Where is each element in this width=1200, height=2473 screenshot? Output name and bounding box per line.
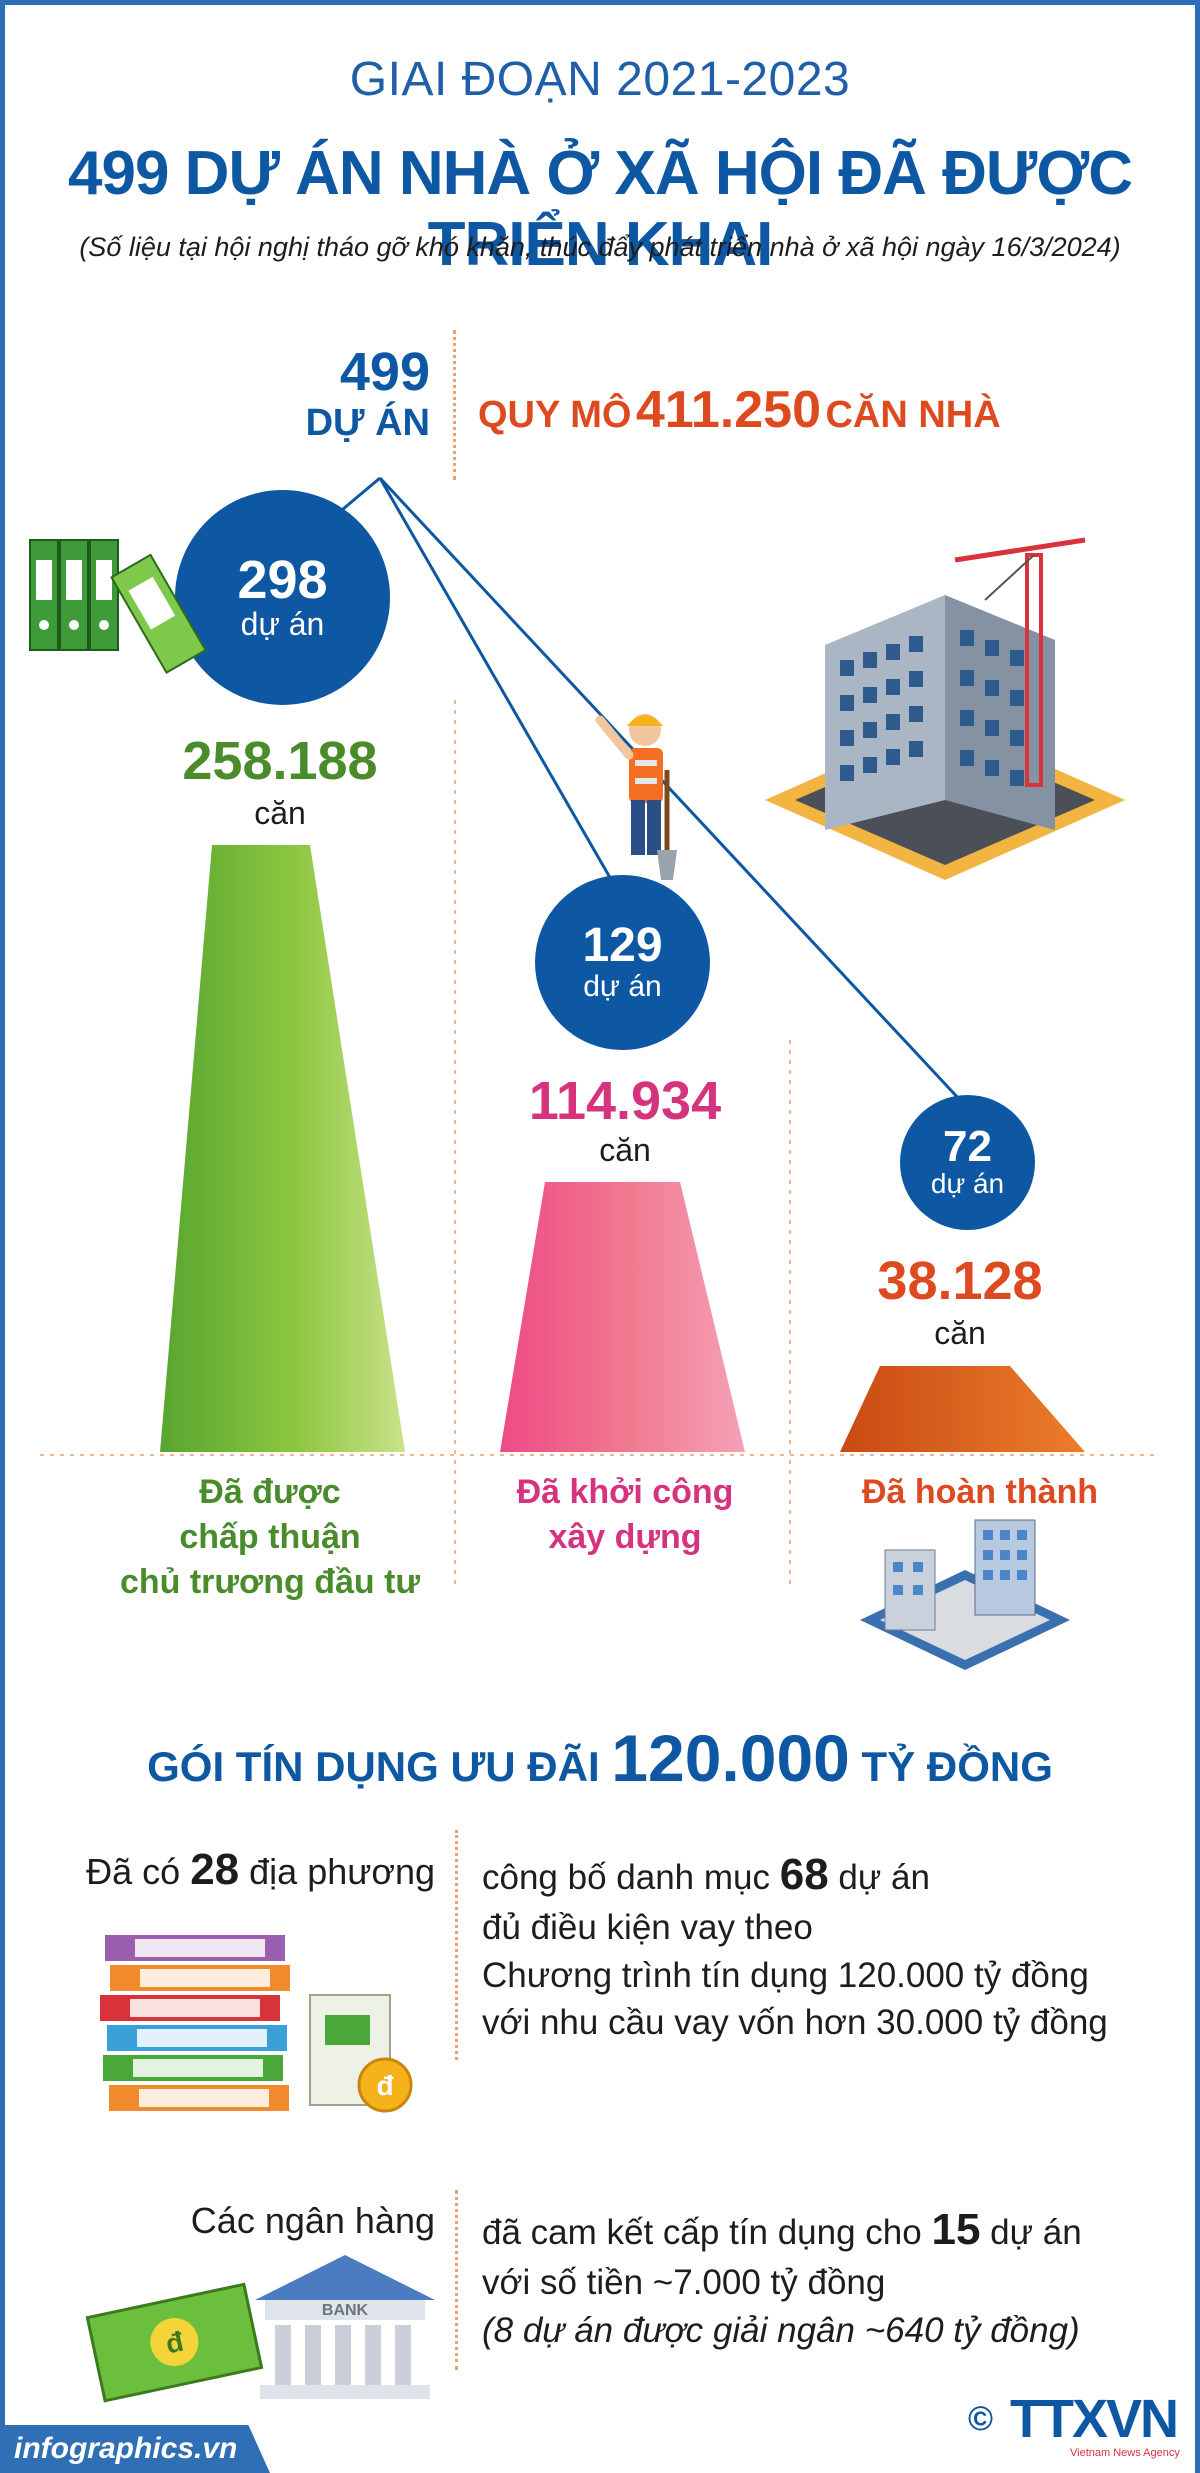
stage-label-approved: Đã được chấp thuận chủ trương đầu tư [70, 1470, 470, 1605]
footer-site[interactable]: infographics.vn [14, 2432, 238, 2465]
localities-suffix: địa phương [249, 1851, 435, 1892]
banks-left: Các ngân hàng [190, 2200, 435, 2241]
projects-count: 72 [943, 1122, 992, 1172]
coin-symbol: đ [376, 2070, 393, 2101]
localities-line-4: với nhu cầu vay vốn hơn 30.000 tỷ đồng [482, 2002, 1108, 2042]
page-title: 499 DỰ ÁN NHÀ Ở XÃ HỘI ĐÃ ĐƯỢC TRIỂN KHA… [68, 139, 1133, 279]
stacked-files-icon: đ [100, 1935, 413, 2113]
row-divider-1 [455, 1830, 458, 2060]
line-number: 68 [779, 1850, 829, 1899]
credit-suffix: TỶ ĐỒNG [861, 1743, 1053, 1790]
projects-circle-approved: 298 dự án [175, 490, 390, 705]
total-projects-unit: DỰ ÁN [305, 402, 430, 444]
total-projects: 499 DỰ ÁN [300, 345, 430, 448]
stage-label-started: Đã khởi công xây dựng [460, 1470, 790, 1560]
projects-unit: dự án [583, 970, 662, 1003]
source-note: (Số liệu tại hội nghị tháo gỡ khó khăn, … [79, 232, 1121, 262]
homes-unit-started: căn [599, 1132, 651, 1168]
localities-number: 28 [190, 1845, 240, 1894]
period-heading: GIAI ĐOẠN 2021-2023 [349, 53, 851, 106]
line-suffix: dự án [838, 1858, 930, 1897]
homes-count-completed: 38.128 [877, 1251, 1043, 1311]
bar-completed [840, 1366, 1085, 1452]
homes-count-approved: 258.188 [182, 731, 378, 791]
construction-site-icon [765, 537, 1125, 880]
scale-line: QUY MÔ 411.250 CĂN NHÀ [478, 380, 1001, 440]
bar-started [500, 1182, 745, 1452]
line-suffix: dự án [990, 2213, 1082, 2252]
projects-count: 129 [582, 919, 663, 972]
row-divider-2 [455, 2190, 458, 2370]
localities-line-2: đủ điều kiện vay theo [482, 1908, 813, 1948]
copyright-icon: © [968, 2400, 994, 2438]
worker-icon [595, 714, 677, 880]
stage-label-completed: Đã hoàn thành [810, 1470, 1150, 1515]
label-line: chấp thuận [179, 1517, 361, 1556]
localities-prefix: Đã có [86, 1851, 181, 1892]
label-line: xây dựng [548, 1517, 702, 1556]
scale-prefix: QUY MÔ [478, 394, 632, 436]
scale-value: 411.250 [635, 381, 821, 439]
bank-icon: đ BANK [85, 2255, 435, 2403]
banks-detail: đã cam kết cấp tín dụng cho 15 dự án với… [482, 2200, 1182, 2354]
banks-line-2: với số tiền ~7.000 tỷ đồng [482, 2263, 886, 2303]
label-line: Đã khởi công [516, 1473, 734, 1511]
credit-amount: 120.000 [611, 1721, 850, 1795]
binders-icon [29, 539, 207, 674]
homes-unit-approved: căn [254, 795, 306, 831]
line-number: 15 [931, 2205, 981, 2254]
banks-line-3: (8 dự án được giải ngân ~640 tỷ đồng) [482, 2310, 1080, 2350]
connector-line-2 [378, 477, 622, 896]
projects-count: 298 [237, 549, 328, 610]
homes-count-started: 114.934 [528, 1071, 722, 1131]
projects-unit: dự án [240, 605, 325, 642]
homes-unit-completed: căn [934, 1315, 986, 1351]
localities-detail: công bố danh mục 68 dự án đủ điều kiện v… [482, 1845, 1182, 2046]
credit-prefix: GÓI TÍN DỤNG ƯU ĐÃI [147, 1743, 600, 1790]
localities-left: Đã có 28 địa phương [40, 1845, 435, 1895]
projects-unit: dự án [930, 1168, 1005, 1200]
bar-approved [160, 845, 405, 1452]
agency-name: Vietnam News Agency [1070, 2447, 1180, 2459]
ttxvn-logo: TTXVN [1010, 2389, 1179, 2449]
scale-suffix: CĂN NHÀ [825, 394, 1001, 436]
projects-circle-started: 129 dự án [535, 875, 710, 1050]
completed-buildings-icon [860, 1519, 1070, 1670]
label-line: Đã được [199, 1473, 341, 1511]
projects-circle-completed: 72 dự án [900, 1095, 1035, 1230]
line-prefix: công bố danh mục [482, 1858, 770, 1897]
banks-line-1: đã cam kết cấp tín dụng cho 15 dự án [482, 2200, 1182, 2259]
footer-bar [0, 2425, 270, 2473]
credit-package-title: GÓI TÍN DỤNG ƯU ĐÃI 120.000 TỶ ĐỒNG [0, 1720, 1200, 1796]
bank-sign: BANK [322, 2302, 369, 2319]
connector-line-3 [378, 476, 962, 1102]
total-projects-number: 499 [339, 342, 430, 402]
line-prefix: đã cam kết cấp tín dụng cho [482, 2213, 922, 2252]
localities-line-1: công bố danh mục 68 dự án [482, 1845, 1182, 1904]
localities-line-3: Chương trình tín dụng 120.000 tỷ đồng [482, 1955, 1089, 1995]
banknote-symbol: đ [163, 2326, 186, 2360]
label-line: chủ trương đầu tư [119, 1562, 421, 1601]
label-line: Đã hoàn thành [861, 1473, 1099, 1511]
summary-divider [453, 330, 456, 480]
